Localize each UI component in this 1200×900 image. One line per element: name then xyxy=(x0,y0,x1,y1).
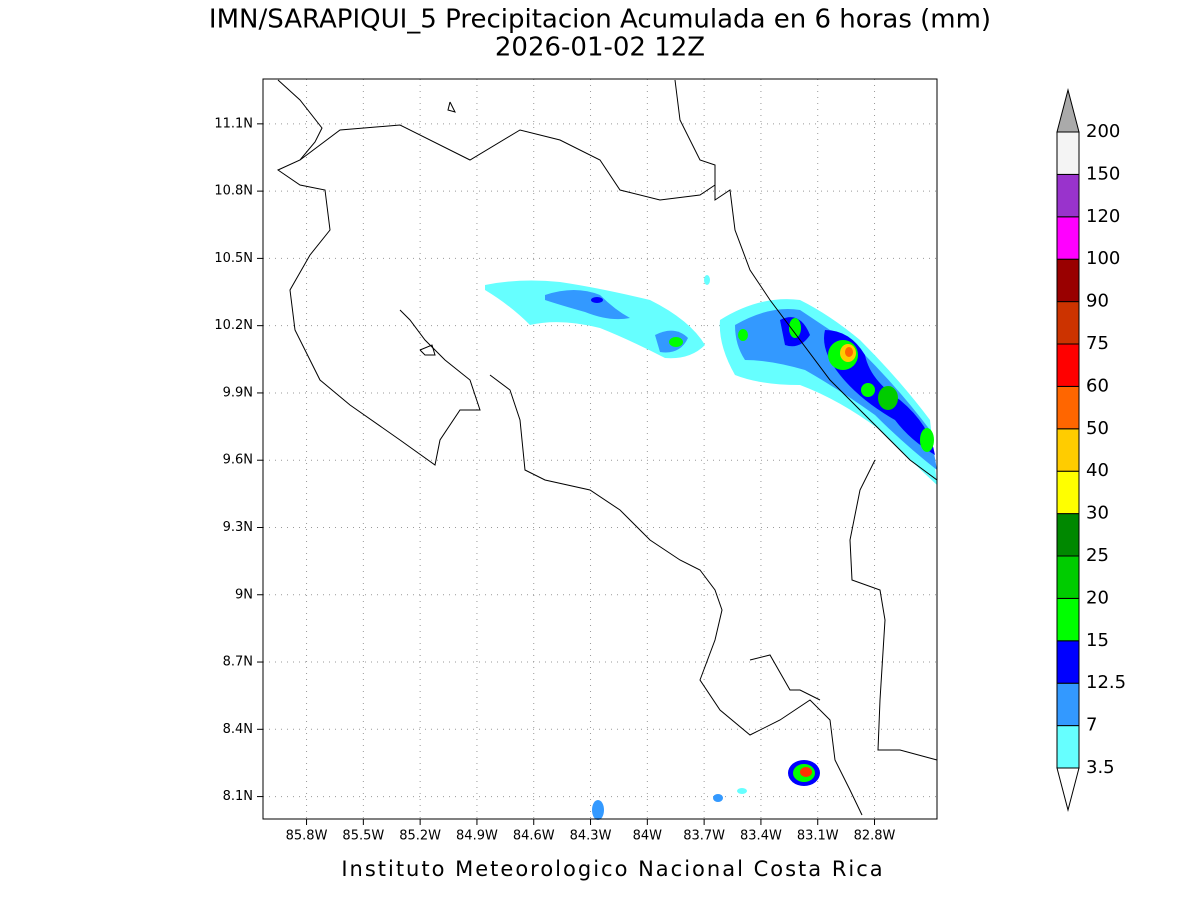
colorbar-label: 100 xyxy=(1086,248,1120,269)
colorbar-box xyxy=(1056,343,1080,387)
colorbar-label: 150 xyxy=(1086,163,1120,184)
lat-tick-label: 10.8N xyxy=(214,184,253,199)
colorbar-label: 25 xyxy=(1086,545,1109,566)
lat-tick-label: 9.6N xyxy=(223,453,253,468)
colorbar-label: 200 xyxy=(1086,121,1120,142)
colorbar-box xyxy=(1056,597,1080,642)
colorbar-box xyxy=(1056,301,1080,345)
lon-tick-label: 83.1W xyxy=(797,829,839,844)
colorbar-box xyxy=(1056,173,1080,218)
colorbar-label: 7 xyxy=(1086,715,1097,736)
colorbar-box xyxy=(1056,428,1080,472)
precipitation xyxy=(485,275,937,820)
colorbar: 3.5 7 12.5 15 20 25 30 40 50 60 75 90 100 120 150 200 xyxy=(1056,88,1126,812)
colorbar-over xyxy=(1056,88,1080,133)
colorbar-label: 40 xyxy=(1086,460,1109,481)
colorbar-label: 15 xyxy=(1086,630,1109,651)
colorbar-box xyxy=(1056,385,1080,430)
lon-tick-label: 85.8W xyxy=(286,829,328,844)
colorbar-label: 50 xyxy=(1086,418,1109,439)
colorbar-label: 75 xyxy=(1086,333,1109,354)
grid: 85.8W 85.5W 85.2W 84.9W 84.6W 84.3W 84W 83.7W 83… xyxy=(214,79,937,844)
lon-tick-label: 84W xyxy=(633,829,663,844)
lat-tick-label: 10.2N xyxy=(214,318,253,333)
colorbar-under xyxy=(1056,767,1080,812)
subtitle: 2026-01-02 12Z xyxy=(495,33,705,63)
lat-tick-label: 9.3N xyxy=(223,520,253,535)
lat-tick-label: 9N xyxy=(235,587,253,602)
title: IMN/SARAPIQUI_5 Precipitacion Acumulada … xyxy=(209,5,991,35)
colorbar-box xyxy=(1056,725,1080,769)
colorbar-box xyxy=(1056,555,1080,599)
lon-tick-label: 83.7W xyxy=(683,829,725,844)
colorbar-box xyxy=(1056,258,1080,303)
colorbar-box xyxy=(1056,216,1080,260)
lon-tick-label: 84.9W xyxy=(456,829,498,844)
lat-tick-label: 8.7N xyxy=(223,655,253,670)
colorbar-label: 30 xyxy=(1086,503,1109,524)
footer: Instituto Meteorologico Nacional Costa R… xyxy=(341,857,884,881)
lon-tick-label: 84.6W xyxy=(513,829,555,844)
colorbar-box xyxy=(1056,640,1080,684)
colorbar-label: 3.5 xyxy=(1086,757,1115,778)
lon-tick-label: 85.5W xyxy=(342,829,384,844)
lat-tick-label: 8.4N xyxy=(223,722,253,737)
lat-tick-label: 10.5N xyxy=(214,251,253,266)
map-frame xyxy=(262,78,938,820)
lon-tick-label: 82.8W xyxy=(854,829,896,844)
colorbar-label: 20 xyxy=(1086,587,1109,608)
colorbar-label: 12.5 xyxy=(1086,672,1126,693)
lat-tick-label: 11.1N xyxy=(214,116,253,131)
lon-tick-label: 84.3W xyxy=(570,829,612,844)
colorbar-box xyxy=(1056,470,1080,515)
colorbar-box xyxy=(1056,682,1080,727)
lat-tick-label: 9.9N xyxy=(223,385,253,400)
lon-tick-label: 83.4W xyxy=(740,829,782,844)
lon-tick-label: 85.2W xyxy=(399,829,441,844)
colorbar-box xyxy=(1056,513,1080,557)
colorbar-label: 120 xyxy=(1086,206,1120,227)
coastline xyxy=(276,79,938,816)
lat-tick-label: 8.1N xyxy=(223,789,253,804)
colorbar-box xyxy=(1056,131,1080,175)
colorbar-label: 60 xyxy=(1086,375,1109,396)
colorbar-label: 90 xyxy=(1086,291,1109,312)
